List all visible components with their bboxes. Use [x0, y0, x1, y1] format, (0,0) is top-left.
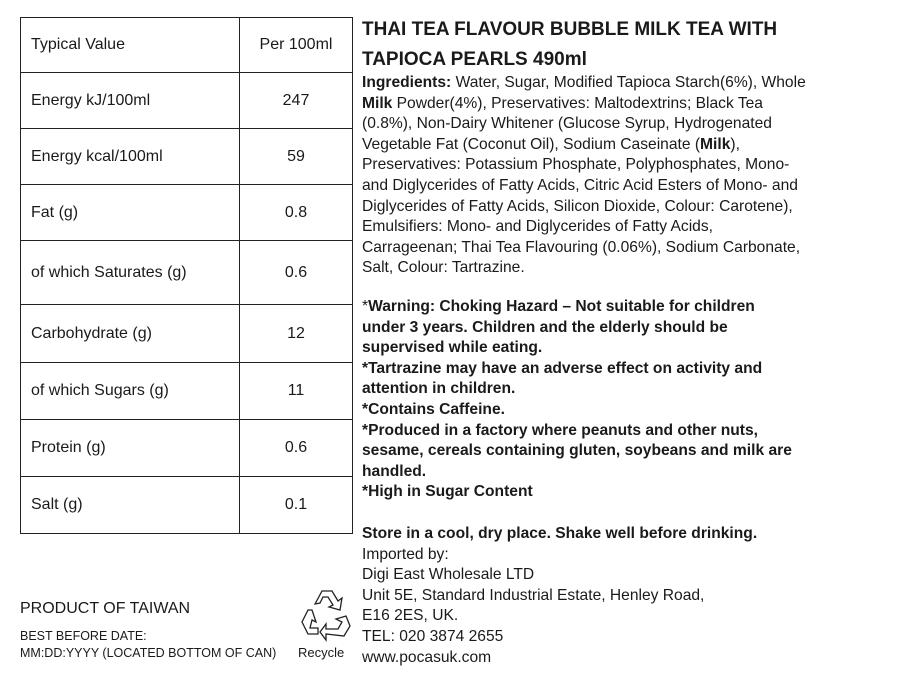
text-line: Salt, Colour: Tartrazine. [362, 258, 806, 279]
text-line: *Tartrazine may have an adverse effect o… [362, 359, 792, 380]
bold-text: Milk [362, 94, 393, 112]
bold-text: *High in Sugar Content [362, 483, 533, 501]
ingredients-text: Ingredients: Water, Sugar, Modified Tapi… [362, 73, 806, 279]
nutrient-value: 0.8 [239, 184, 353, 241]
bold-text: supervised while eating. [362, 339, 543, 357]
text-run: Vegetable Fat (Coconut Oil), Sodium Case… [362, 135, 701, 153]
text-run: and Diglycerides of Fatty Acids, Citric … [362, 176, 798, 194]
text-line: Unit 5E, Standard Industrial Estate, Hen… [362, 586, 757, 607]
nutrient-name: Fat (g) [20, 184, 240, 241]
header-typical-value: Typical Value [20, 17, 240, 73]
nutrition-row: Protein (g) 0.6 [20, 419, 353, 477]
text-line: *Warning: Choking Hazard – Not suitable … [362, 297, 792, 318]
best-before-label: BEST BEFORE DATE: [20, 629, 147, 643]
text-line: attention in children. [362, 379, 792, 400]
text-line: Digi East Wholesale LTD [362, 565, 757, 586]
bold-text: attention in children. [362, 380, 516, 398]
best-before-value: MM:DD:YYYY (LOCATED BOTTOM OF CAN) [20, 646, 277, 660]
text-run: * [362, 298, 369, 315]
text-line: Store in a cool, dry place. Shake well b… [362, 524, 757, 545]
nutrition-row: of which Sugars (g) 11 [20, 362, 353, 420]
text-run: Digi East Wholesale LTD [362, 566, 535, 584]
nutrient-value: 0.6 [239, 419, 353, 477]
text-run: Emulsifiers: Mono- and Diglycerides of F… [362, 218, 713, 236]
origin-text: PRODUCT OF TAIWAN [20, 600, 191, 617]
nutrition-row: Energy kcal/100ml 59 [20, 128, 353, 185]
nutrient-name: of which Sugars (g) [20, 362, 240, 420]
text-line: www.pocasuk.com [362, 648, 757, 669]
text-line: sesame, cereals containing gluten, soybe… [362, 441, 792, 462]
nutrient-value: 12 [239, 304, 353, 363]
text-line: Ingredients: Water, Sugar, Modified Tapi… [362, 73, 806, 94]
storage-importer-text: Store in a cool, dry place. Shake well b… [362, 524, 757, 668]
text-line: supervised while eating. [362, 338, 792, 359]
bold-text: under 3 years. Children and the elderly … [362, 318, 728, 336]
text-line: *High in Sugar Content [362, 482, 792, 503]
nutrition-row: Carbohydrate (g) 12 [20, 304, 353, 363]
text-line: (0.8%), Non-Dairy Whitener (Glucose Syru… [362, 114, 806, 135]
bold-text: *Produced in a factory where peanuts and… [362, 421, 758, 439]
text-line: Vegetable Fat (Coconut Oil), Sodium Case… [362, 135, 806, 156]
product-title: THAI TEA FLAVOUR BUBBLE MILK TEA WITH TA… [362, 15, 777, 75]
nutrition-row: Energy kJ/100ml 247 [20, 72, 353, 129]
text-line: handled. [362, 462, 792, 483]
text-line: Emulsifiers: Mono- and Diglycerides of F… [362, 217, 806, 238]
title-line: THAI TEA FLAVOUR BUBBLE MILK TEA WITH [362, 19, 778, 40]
nutrient-name: of which Saturates (g) [20, 240, 240, 305]
bold-text: *Contains Caffeine. [362, 400, 505, 418]
nutrient-name: Energy kcal/100ml [20, 128, 240, 185]
nutrient-value: 0.6 [239, 240, 353, 305]
header-per-100ml: Per 100ml [239, 17, 353, 73]
warnings-text: *Warning: Choking Hazard – Not suitable … [362, 297, 792, 503]
text-line: *Contains Caffeine. [362, 400, 792, 421]
text-line: TEL: 020 3874 2655 [362, 627, 757, 648]
text-line: *Produced in a factory where peanuts and… [362, 421, 792, 442]
text-line: Imported by: [362, 545, 757, 566]
nutrient-name: Protein (g) [20, 419, 240, 477]
nutrition-table: Typical Value Per 100ml Energy kJ/100ml 2… [20, 17, 353, 534]
recycle-label: Recycle [298, 645, 345, 660]
nutrition-header-row: Typical Value Per 100ml [20, 17, 353, 73]
nutrient-value: 59 [239, 128, 353, 185]
bold-text: Warning: Choking Hazard – Not suitable f… [368, 298, 755, 315]
bold-text: Milk [700, 135, 731, 153]
nutrition-row: Fat (g) 0.8 [20, 184, 353, 241]
bold-text: Store in a cool, dry place. Shake well b… [362, 525, 758, 542]
text-run: TEL: 020 3874 2655 [362, 627, 504, 645]
text-run: Imported by: [362, 545, 449, 563]
nutrient-value: 11 [239, 362, 353, 420]
bold-text: sesame, cereals containing gluten, soybe… [362, 442, 792, 460]
nutrient-name: Salt (g) [20, 476, 240, 534]
text-line: Milk Powder(4%), Preservatives: Maltodex… [362, 94, 806, 115]
text-run: ), [730, 135, 740, 153]
nutrient-value: 247 [239, 72, 353, 129]
text-run: (0.8%), Non-Dairy Whitener (Glucose Syru… [362, 115, 772, 133]
text-run: Water, Sugar, Modified Tapioca Starch(6%… [451, 74, 806, 91]
text-run: E16 2ES, UK. [362, 607, 459, 625]
title-line: TAPIOCA PEARLS 490ml [362, 49, 587, 70]
text-line: E16 2ES, UK. [362, 606, 757, 627]
text-line: Carrageenan; Thai Tea Flavouring (0.06%)… [362, 238, 806, 259]
text-run: Carrageenan; Thai Tea Flavouring (0.06%)… [362, 238, 801, 256]
text-run: Unit 5E, Standard Industrial Estate, Hen… [362, 586, 705, 604]
text-line: Diglycerides of Fatty Acids, Silicon Dio… [362, 197, 806, 218]
nutrition-row: Salt (g) 0.1 [20, 476, 353, 534]
text-run: Preservatives: Potassium Phosphate, Poly… [362, 156, 790, 174]
text-run: Diglycerides of Fatty Acids, Silicon Dio… [362, 197, 793, 215]
text-line: and Diglycerides of Fatty Acids, Citric … [362, 176, 806, 197]
bold-text: handled. [362, 462, 427, 480]
nutrient-name: Carbohydrate (g) [20, 304, 240, 363]
text-line: under 3 years. Children and the elderly … [362, 318, 792, 339]
bold-text: Ingredients: [362, 74, 452, 91]
recycle-icon [301, 590, 351, 642]
text-run: Powder(4%), Preservatives: Maltodextrins… [392, 94, 763, 112]
text-run: www.pocasuk.com [362, 648, 492, 666]
text-run: Salt, Colour: Tartrazine. [362, 259, 525, 277]
text-line: Preservatives: Potassium Phosphate, Poly… [362, 155, 806, 176]
nutrient-name: Energy kJ/100ml [20, 72, 240, 129]
nutrient-value: 0.1 [239, 476, 353, 534]
nutrition-row: of which Saturates (g) 0.6 [20, 240, 353, 305]
bold-text: *Tartrazine may have an adverse effect o… [362, 359, 763, 377]
